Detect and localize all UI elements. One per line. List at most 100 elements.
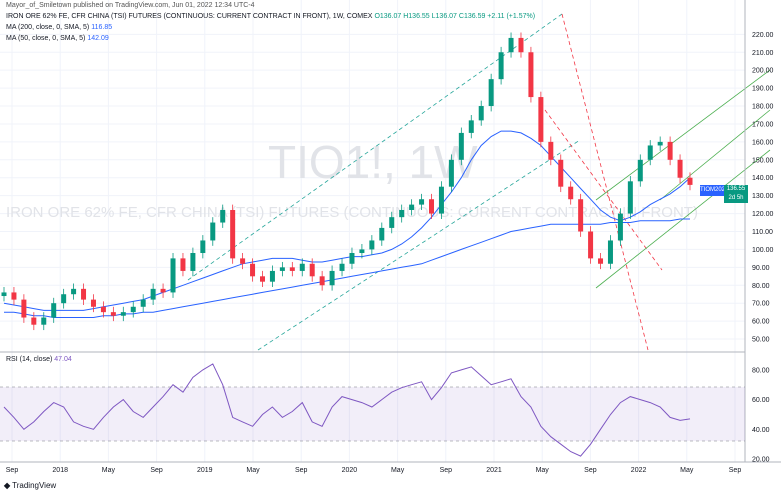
candle-body <box>657 141 663 146</box>
time-axis-label: May <box>680 467 694 474</box>
candle-body <box>120 312 126 316</box>
candle-body <box>319 276 325 286</box>
candle-body <box>31 317 37 325</box>
candle-body <box>299 263 305 271</box>
price-axis-label: 100.00 <box>752 247 774 254</box>
candle-body <box>478 106 484 121</box>
candle-body <box>429 199 435 214</box>
candle-body <box>41 317 47 325</box>
candle-body <box>359 249 365 254</box>
price-axis-label: 80.00 <box>752 283 770 290</box>
price-axis-label: 130.00 <box>752 193 774 200</box>
ma200-label: MA (200, close, 0, SMA, 5) <box>6 24 90 31</box>
candle-body <box>399 209 405 218</box>
candle-body <box>677 159 683 178</box>
candle-body <box>259 276 265 282</box>
candle-body <box>81 288 87 300</box>
candle-body <box>458 132 464 160</box>
time-axis-label: May <box>391 467 405 474</box>
candle-body <box>438 186 444 214</box>
ma50-line[interactable] <box>3 130 691 311</box>
candle-body <box>140 299 146 307</box>
candle-body <box>448 159 454 187</box>
rsi-legend[interactable]: RSI (14, close) 47.04 <box>6 356 72 363</box>
trendline-drawings[interactable] <box>187 13 771 351</box>
time-axis-label: May <box>246 467 260 474</box>
candle-body <box>210 222 216 241</box>
price-axis-label: 170.00 <box>752 121 774 128</box>
candle-body <box>230 209 236 259</box>
tradingview-logo-icon: ◆ <box>4 481 11 490</box>
ma200-legend[interactable]: MA (200, close, 0, SMA, 5) 116.85 <box>6 24 112 31</box>
candle-body <box>607 240 613 264</box>
rsi-axis-label: 40.00 <box>752 427 770 434</box>
candle-body <box>588 231 594 259</box>
time-axis-label: Sep <box>440 467 453 474</box>
price-axis-label: 70.00 <box>752 301 770 308</box>
price-axis-label: 120.00 <box>752 211 774 218</box>
price-axis-label: 60.00 <box>752 319 770 326</box>
watermark-description: IRON ORE 62% FE, CFR CHINA (TSI) FUTURES… <box>6 204 698 221</box>
price-axis-label: 210.00 <box>752 50 774 57</box>
ma200-line[interactable] <box>4 218 690 318</box>
tradingview-brand: TradingView <box>12 481 57 490</box>
candle-body <box>339 263 345 271</box>
candle-body <box>468 120 474 133</box>
last-price-tag: 136.55 2d 5h <box>724 185 748 203</box>
price-axis-label: 220.00 <box>752 32 774 39</box>
rsi-line[interactable] <box>3 363 691 457</box>
symbol-legend[interactable]: IRON ORE 62% FE, CFR CHINA (TSI) FUTURES… <box>6 13 535 20</box>
candle-body <box>349 253 355 264</box>
time-axis-label: 2019 <box>197 467 213 474</box>
candle-body <box>389 217 395 228</box>
time-axis-label: May <box>536 467 550 474</box>
candle-body <box>240 258 246 264</box>
candle-body <box>558 159 564 187</box>
candle-body <box>11 292 17 300</box>
candle-body <box>200 240 206 254</box>
time-axis-label: 2022 <box>631 467 647 474</box>
candle-body <box>647 145 653 160</box>
candle-body <box>667 141 673 160</box>
symbol-line: IRON ORE 62% FE, CFR CHINA (TSI) FUTURES… <box>6 13 373 20</box>
rsi-axis-label: 20.00 <box>752 457 770 464</box>
candle-body <box>279 267 285 271</box>
candle-body <box>170 258 176 293</box>
time-axis-label: 2018 <box>52 467 68 474</box>
candle-body <box>627 181 633 214</box>
bar-countdown: 2d 5h <box>728 195 744 201</box>
price-axis-label: 190.00 <box>752 86 774 93</box>
candle-body <box>508 37 514 53</box>
candle-body <box>518 37 524 53</box>
rsi-label: RSI (14, close) <box>6 356 53 363</box>
ticker-tag: TIOM2022 <box>700 185 728 196</box>
time-axis-label: Sep <box>584 467 597 474</box>
candle-body <box>90 299 96 307</box>
time-axis-label: Sep <box>6 467 19 474</box>
time-axis-label: 2021 <box>486 467 502 474</box>
candle-body <box>150 288 156 300</box>
candle-body <box>617 213 623 241</box>
ma50-legend[interactable]: MA (50, close, 0, SMA, 5) 142.09 <box>6 35 109 42</box>
watermark-ticker: TIO1!, 1W <box>268 136 478 188</box>
price-axis-label: 160.00 <box>752 139 774 146</box>
price-axis-label: 110.00 <box>752 229 773 236</box>
time-axis-label: 2020 <box>342 467 358 474</box>
rsi-value: 47.04 <box>54 356 72 363</box>
candle-body <box>220 209 226 223</box>
candle-body <box>548 141 554 160</box>
candle-body <box>71 288 77 295</box>
tradingview-logo[interactable]: ◆ TradingView <box>4 481 56 490</box>
ohlc-values: O136.07 H136.55 L136.07 C136.59 +2.11 (+… <box>374 13 536 20</box>
ma50-value: 142.09 <box>87 35 109 42</box>
candle-body <box>379 227 385 241</box>
price-axis-label: 200.00 <box>752 68 774 75</box>
time-axis-label: May <box>102 467 116 474</box>
candle-body <box>538 97 544 142</box>
candle-body <box>528 52 534 98</box>
candle-body <box>180 258 186 271</box>
publisher-line: Mayor_of_Smiletown published on TradingV… <box>6 2 255 9</box>
candle-body <box>419 199 425 205</box>
candle-body <box>409 204 415 210</box>
